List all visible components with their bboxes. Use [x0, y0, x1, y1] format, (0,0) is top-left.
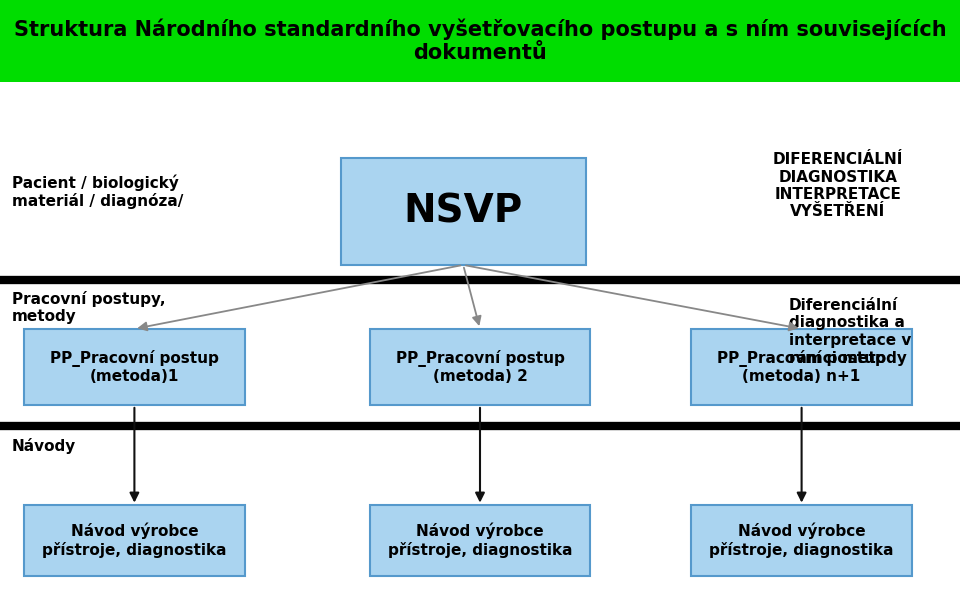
Text: PP_Pracovní postup
(metoda) 2: PP_Pracovní postup (metoda) 2	[396, 350, 564, 384]
Text: Pacient / biologický
materiál / diagnóza/: Pacient / biologický materiál / diagnóza…	[12, 174, 183, 209]
Text: Návod výrobce
přístroje, diagnostika: Návod výrobce přístroje, diagnostika	[388, 523, 572, 558]
Text: Návody: Návody	[12, 438, 76, 454]
FancyBboxPatch shape	[24, 505, 245, 576]
Bar	[0, 0, 960, 82]
FancyBboxPatch shape	[370, 329, 590, 405]
FancyBboxPatch shape	[691, 329, 912, 405]
Text: DIFERENCIÁLNÍ
DIAGNOSTIKA
INTERPRETACE
VYŠETŘENÍ: DIFERENCIÁLNÍ DIAGNOSTIKA INTERPRETACE V…	[773, 152, 903, 219]
Text: Návod výrobce
přístroje, diagnostika: Návod výrobce přístroje, diagnostika	[709, 523, 894, 558]
Text: Struktura Národního standardního vyšetřovacího postupu a s ním souvisejících
dok: Struktura Národního standardního vyšetřo…	[13, 19, 947, 63]
FancyBboxPatch shape	[341, 158, 586, 265]
FancyBboxPatch shape	[370, 505, 590, 576]
Text: Diferenciální
diagnostika a
interpretace v
rámci metody: Diferenciální diagnostika a interpretace…	[789, 298, 911, 366]
Text: PP_Pracovní postup
(metoda) n+1: PP_Pracovní postup (metoda) n+1	[717, 350, 886, 384]
FancyBboxPatch shape	[691, 505, 912, 576]
Text: Návod výrobce
přístroje, diagnostika: Návod výrobce přístroje, diagnostika	[42, 523, 227, 558]
FancyBboxPatch shape	[24, 329, 245, 405]
Text: NSVP: NSVP	[403, 192, 523, 231]
Text: PP_Pracovní postup
(metoda)1: PP_Pracovní postup (metoda)1	[50, 350, 219, 384]
Text: Pracovní postupy,
metody: Pracovní postupy, metody	[12, 291, 165, 324]
